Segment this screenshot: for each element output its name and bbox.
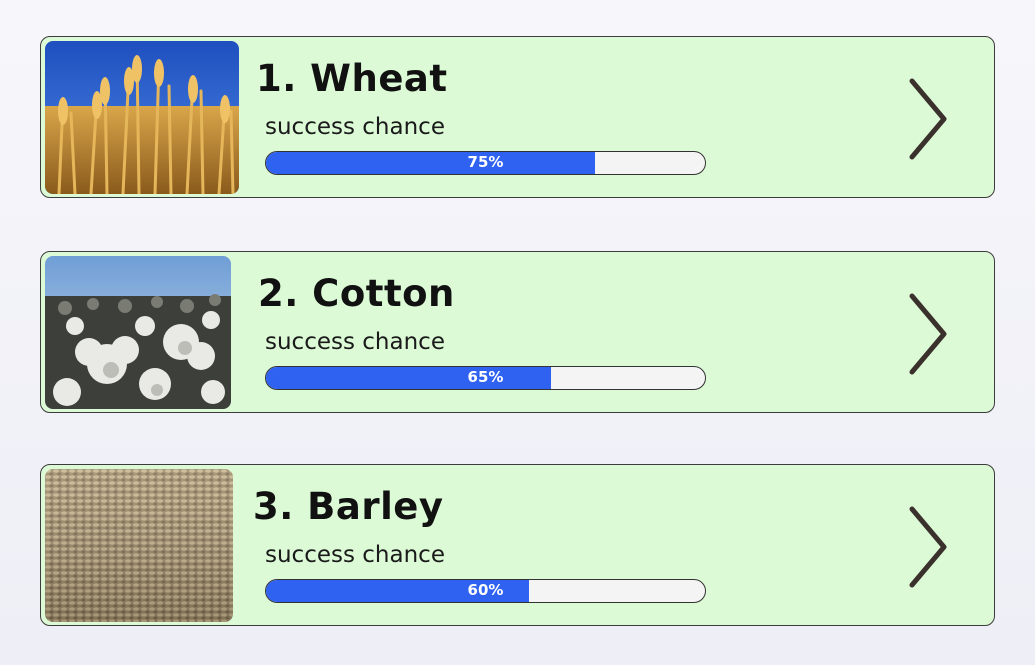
crop-card-barley[interactable]: 3. Barley success chance 60% <box>40 464 995 626</box>
progress-fill <box>266 367 552 389</box>
chevron-right-icon[interactable] <box>906 503 950 591</box>
crop-card-cotton[interactable]: 2. Cotton success chance 65% <box>40 251 995 413</box>
progress-percent: 65% <box>467 368 504 386</box>
wheat-image <box>45 41 239 194</box>
cotton-image <box>45 256 231 409</box>
crop-title: 2. Cotton <box>258 272 455 315</box>
progress-percent: 75% <box>467 153 504 171</box>
success-chance-label: success chance <box>265 114 445 140</box>
crop-card-wheat[interactable]: 1. Wheat success chance 75% <box>40 36 995 198</box>
crop-title: 3. Barley <box>253 485 444 528</box>
success-chance-label: success chance <box>265 329 445 355</box>
barley-image <box>45 469 233 622</box>
success-progress-bar: 65% <box>265 366 706 390</box>
progress-fill <box>266 580 530 602</box>
success-progress-bar: 60% <box>265 579 706 603</box>
chevron-right-icon[interactable] <box>906 75 950 163</box>
success-progress-bar: 75% <box>265 151 706 175</box>
progress-percent: 60% <box>467 581 504 599</box>
progress-fill <box>266 152 596 174</box>
success-chance-label: success chance <box>265 542 445 568</box>
crop-title: 1. Wheat <box>256 57 448 100</box>
chevron-right-icon[interactable] <box>906 290 950 378</box>
